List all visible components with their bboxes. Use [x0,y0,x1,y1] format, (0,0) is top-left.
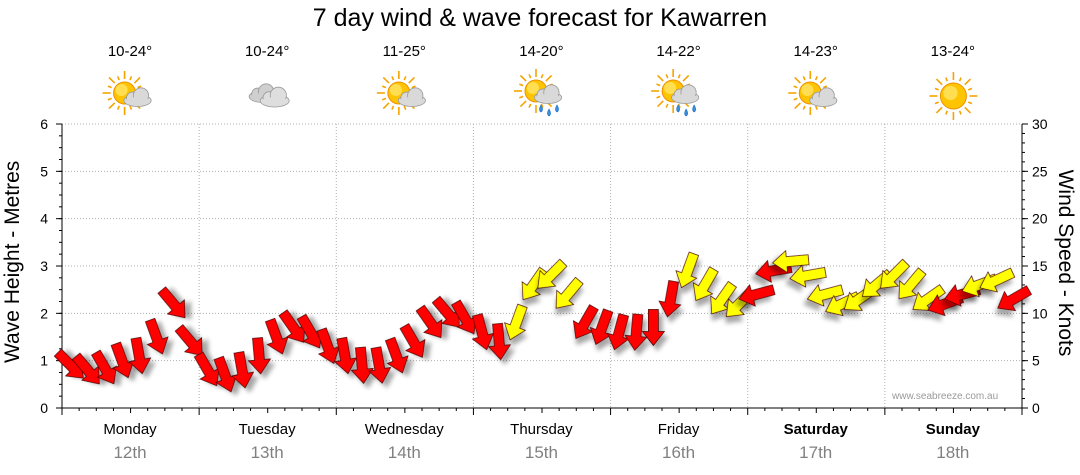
wind-arrow [384,336,409,374]
right-tick-label: 15 [1032,258,1048,274]
sunny-icon [929,72,978,120]
temperature-range: 13-24° [930,43,976,60]
wind-arrow [806,284,845,307]
temperature-range: 14-22° [656,43,701,60]
date-label: 12th [113,443,147,462]
wind-arrow [624,313,648,351]
right-tick-label: 5 [1032,353,1040,369]
left-tick-label: 3 [40,258,48,274]
day-label: Tuesday [238,421,296,438]
day-label: Saturday [783,421,848,438]
day-label: Thursday [510,421,573,438]
left-tick-label: 4 [40,211,48,227]
wind-arrow [157,286,186,319]
wind-arrow [572,304,599,339]
date-label: 15th [524,443,558,462]
wind-arrow [399,323,426,358]
wind-arrow [658,280,682,318]
partly-cloudy-icon [788,71,838,115]
cloudy-icon [248,83,290,108]
right-axis-title: Wind Speed - Knots [1054,169,1077,357]
wind-arrow [880,258,911,289]
wind-arrow [537,258,568,289]
wind-arrow [979,267,1016,293]
wind-arrow [71,352,100,385]
day-label: Friday [657,421,700,438]
wind-arrow [278,309,306,343]
wind-arrow [504,303,528,341]
wind-arrow [997,285,1032,312]
wind-arrow [316,327,340,364]
wind-arrow [174,324,203,356]
day-label: Wednesday [364,421,444,438]
day-label: Sunday [925,421,980,438]
wind-arrow [898,267,927,300]
temperature-range: 14-23° [793,43,838,60]
date-label: 18th [936,443,970,462]
wind-arrow [789,264,827,288]
wind-arrow [110,341,135,379]
date-label: 13th [250,443,284,462]
date-label: 16th [662,443,696,462]
wind-arrow [675,251,700,289]
wind-arrow [128,336,152,375]
wind-arrow [772,249,810,274]
wind-arrow [144,317,169,355]
temperature-range: 10-24° [244,43,290,60]
right-tick-label: 0 [1032,400,1040,416]
wind-arrow [589,308,614,345]
wind-arrow [710,280,737,315]
right-tick-label: 25 [1032,163,1048,179]
temperature-range: 14-20° [519,43,564,60]
watermark: www.seabreeze.com.au [892,391,999,402]
wind-arrow [692,266,719,301]
right-tick-label: 20 [1032,211,1048,227]
date-label: 14th [387,443,421,462]
date-label: 17th [799,443,833,462]
chart-title: 7 day wind & wave forecast for Kawarren [312,4,768,32]
shower-icon [651,69,700,117]
day-label: Monday [103,421,157,438]
wind-arrow [264,317,289,355]
temperature-range: 11-25° [382,43,426,60]
wind-arrow [91,349,117,385]
wind-arrow [350,346,374,384]
wind-arrow [487,322,512,361]
wind-arrow [193,351,220,387]
partly-cloudy-icon [102,71,152,115]
wind-arrow [641,309,666,347]
wind-arrow [368,346,392,384]
wind-arrow [231,351,255,389]
left-tick-label: 0 [40,400,48,416]
wind-arrow [415,304,443,339]
left-tick-label: 5 [40,163,48,179]
temperature-range: 10-24° [107,43,153,60]
left-tick-label: 1 [40,353,48,369]
wind-arrow [333,336,358,375]
right-tick-label: 30 [1032,116,1048,132]
shower-icon [514,69,563,117]
wind-arrow [912,284,946,311]
left-tick-label: 6 [40,116,48,132]
wind-arrow [606,313,630,351]
left-tick-label: 2 [40,305,48,321]
wind-arrow [213,355,238,393]
wind-arrow [247,337,272,375]
right-tick-label: 10 [1032,305,1048,321]
left-axis-title: Wave Height - Metres [1,160,24,363]
partly-cloudy-icon [376,71,426,115]
wind-arrow [555,276,584,309]
wind-arrow [471,313,495,351]
wind-arrow [738,284,776,307]
